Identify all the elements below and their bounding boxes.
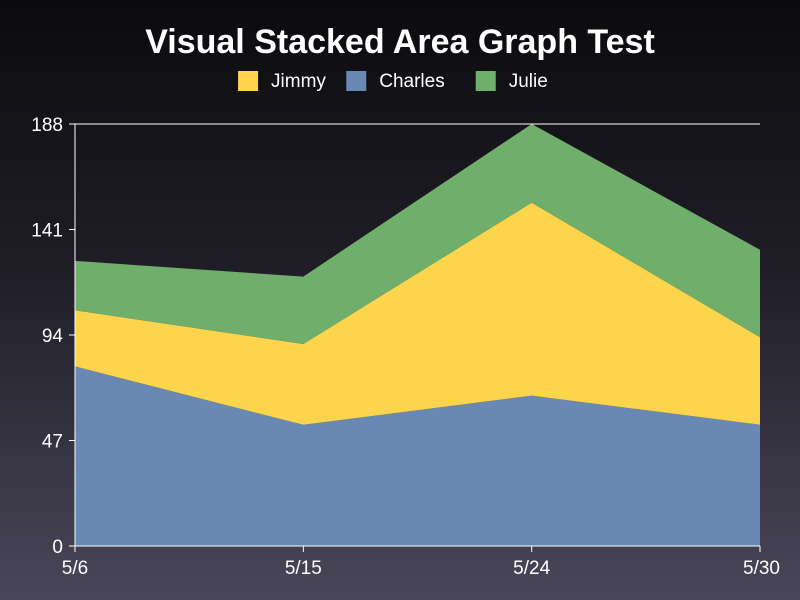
y-tick-label: 94 <box>42 326 64 347</box>
x-tick-label: 5/24 <box>513 558 550 579</box>
legend-item-julie: Julie <box>475 71 548 92</box>
legend-swatch <box>346 71 367 91</box>
legend-item-charles: Charles <box>346 71 445 92</box>
legend-item-jimmy: Jimmy <box>238 71 326 92</box>
x-tick-label: 5/6 <box>62 558 88 579</box>
legend-label: Julie <box>509 71 548 92</box>
area-charles <box>75 366 760 546</box>
legend-label: Jimmy <box>271 71 326 92</box>
area-jimmy <box>75 202 760 425</box>
legend-swatch <box>238 71 259 91</box>
area-layers <box>75 124 760 546</box>
legend-swatch <box>475 71 496 91</box>
area-julie <box>75 124 760 344</box>
y-tick-label: 188 <box>31 115 63 136</box>
legend: Jimmy Charles Julie <box>238 71 548 92</box>
x-tick-label: 5/30 <box>743 558 780 579</box>
legend-label: Charles <box>379 71 444 92</box>
y-tick-label: 47 <box>42 432 63 453</box>
y-tick-label: 141 <box>31 221 63 242</box>
y-tick-label: 0 <box>52 537 63 558</box>
chart-title: Visual Stacked Area Graph Test <box>145 23 655 61</box>
axes: 0 47 94 141 188 5/6 5/15 5/24 5/30 <box>31 115 780 579</box>
x-tick-label: 5/15 <box>285 558 322 579</box>
